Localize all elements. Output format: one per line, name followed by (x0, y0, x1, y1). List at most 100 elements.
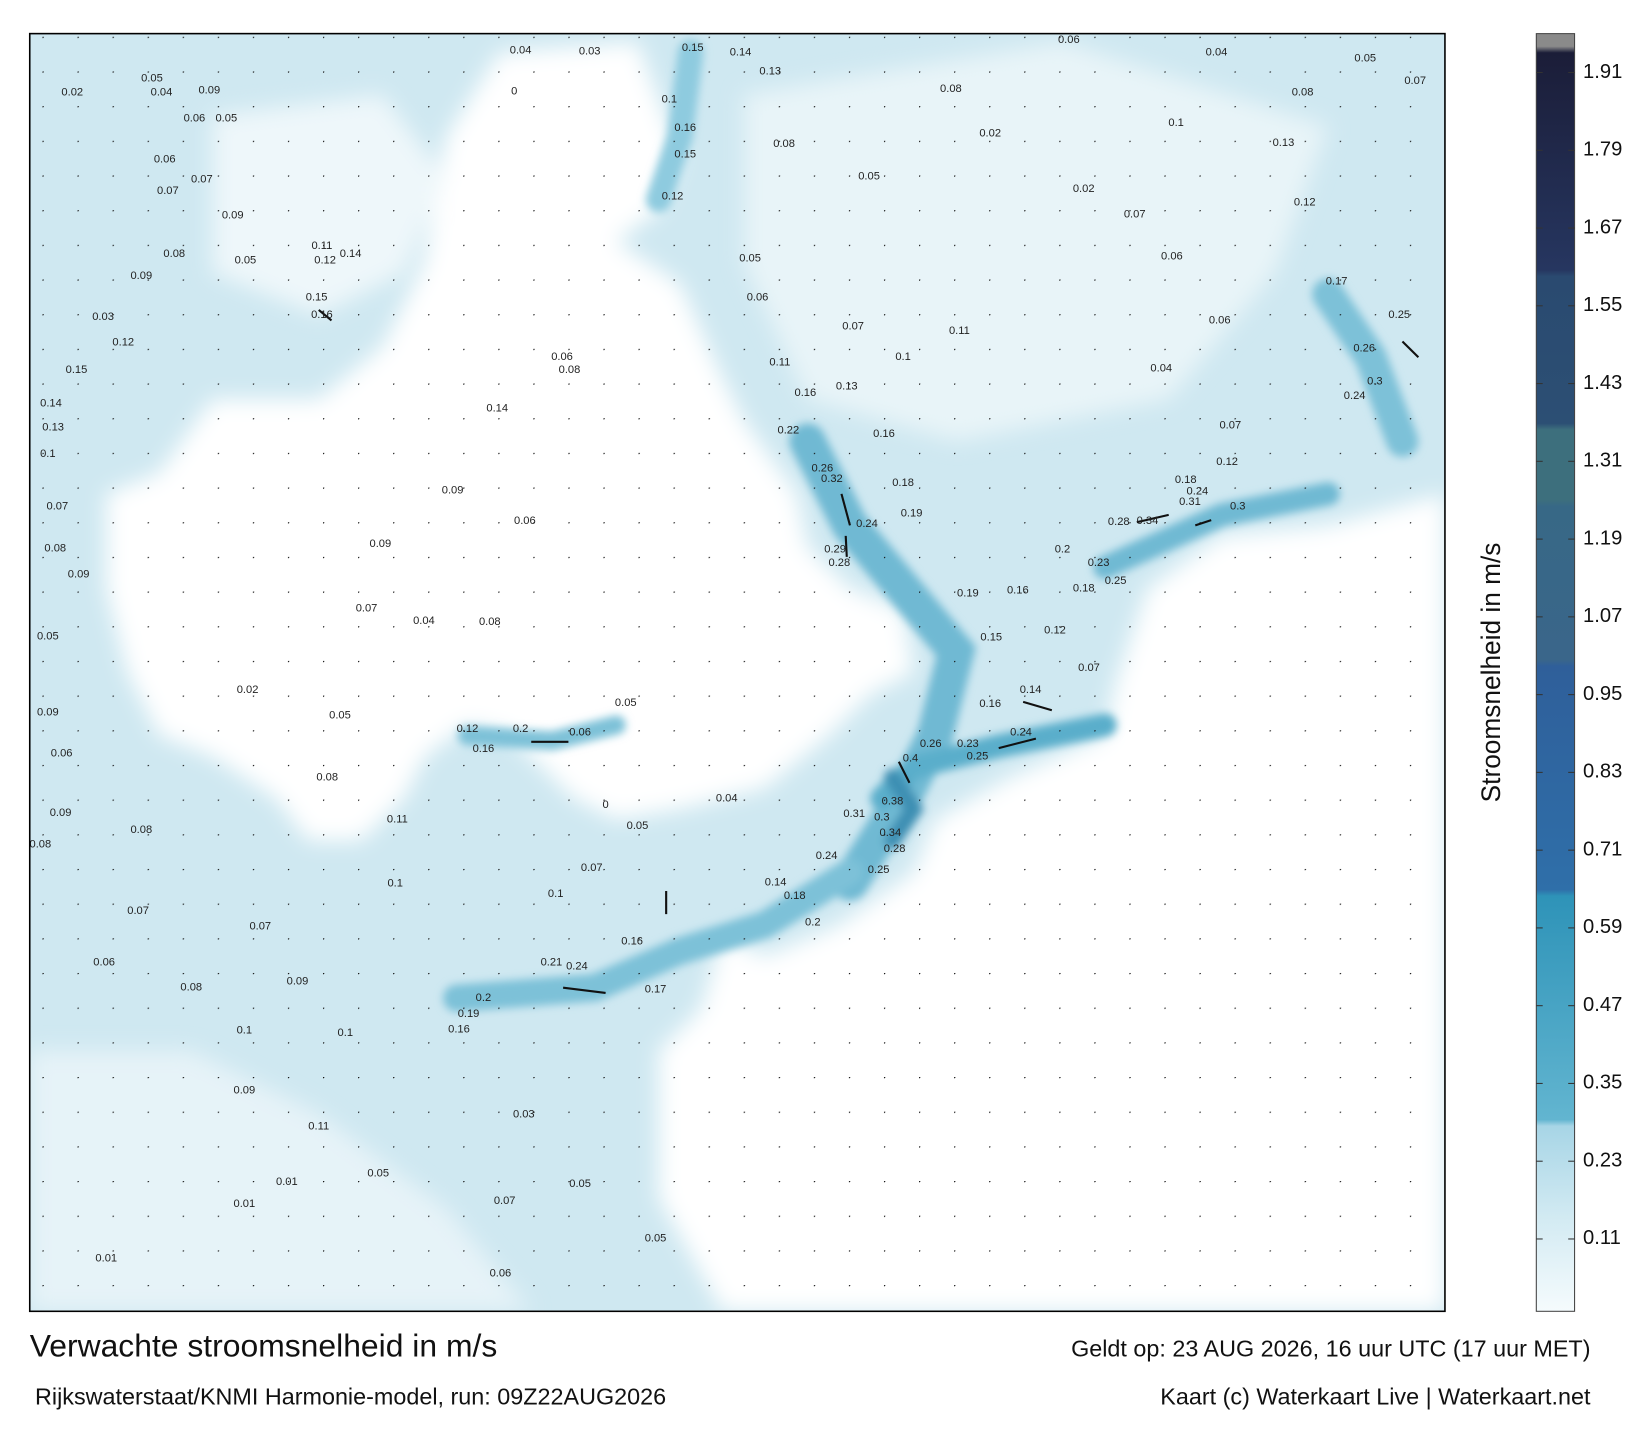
colorbar-tick-label: 0.23 (1583, 1150, 1622, 1172)
colorbar-tick-label: 1.19 (1583, 527, 1622, 549)
current-label: 0.16 (873, 428, 895, 440)
current-label: 0.22 (778, 425, 800, 437)
current-label: 0.13 (1273, 137, 1295, 149)
current-label: 0.38 (882, 796, 904, 808)
current-label: 0.14 (340, 248, 362, 260)
current-label: 0.06 (551, 351, 573, 363)
current-label: 0.06 (1209, 314, 1231, 326)
current-label: 0.16 (795, 387, 817, 399)
current-label: 0.07 (1219, 419, 1241, 431)
current-label: 0.16 (473, 743, 495, 755)
colorbar-tick-label: 0.59 (1583, 916, 1622, 938)
current-label: 0.05 (215, 113, 237, 125)
current-label: 0.05 (858, 170, 880, 182)
current-label: 0.18 (892, 477, 914, 489)
current-label: 0.28 (829, 557, 851, 569)
current-label: 0.08 (180, 982, 202, 994)
current-label: 0.04 (1206, 46, 1228, 58)
current-label: 0.11 (387, 814, 408, 826)
colorbar-tick-label: 0.35 (1583, 1072, 1622, 1094)
current-label: 0.24 (816, 850, 838, 862)
current-label: 0.11 (311, 240, 332, 252)
current-label: 0.18 (1175, 474, 1197, 486)
colorbar-tick-label: 0.71 (1583, 839, 1622, 861)
current-label: 0.15 (980, 632, 1002, 644)
current-label: 0.09 (370, 538, 392, 550)
current-label: 0.06 (51, 747, 73, 759)
current-label: 0.1 (237, 1025, 252, 1037)
current-label: 0.02 (237, 684, 259, 696)
current-label: 0.2 (476, 992, 491, 1004)
current-label: 0.12 (1216, 456, 1238, 468)
title: Verwachte stroomsnelheid in m/s (30, 1328, 498, 1364)
current-label: 0.15 (674, 148, 696, 160)
current-label: 0.26 (812, 463, 834, 475)
current-label: 0.1 (662, 94, 677, 106)
current-label: 0.05 (141, 73, 163, 85)
colorbar-tick-label: 1.79 (1583, 139, 1622, 161)
current-label: 0.1 (1168, 117, 1183, 129)
map-area: 0.02 0.05 0.04 0.09 0.06 0.05 0.06 0.07 0.07 0.09… (29, 33, 1445, 1312)
current-label: 0.07 (1404, 75, 1426, 87)
current-label: 0.21 (541, 956, 563, 968)
current-label: 0.07 (127, 905, 149, 917)
colorbar-tick-label: 1.55 (1583, 294, 1622, 316)
current-label: 0.08 (1292, 86, 1314, 98)
current-label: 0.13 (759, 65, 781, 77)
current-label: 0.07 (842, 321, 864, 333)
colorbar-tick-label: 0.95 (1583, 683, 1622, 705)
current-label: 0.4 (903, 753, 918, 765)
current-label: 0.16 (1007, 584, 1029, 596)
current-label: 0.06 (490, 1267, 512, 1279)
current-label: 0.09 (50, 807, 72, 819)
current-label: 0.26 (920, 738, 942, 750)
current-label: 0.34 (1137, 515, 1159, 527)
colorbar-ticks: 0.11 0.23 0.35 0.47 0.59 0.71 0.83 0.95 1.07 1.19… (1536, 61, 1622, 1249)
current-label: 0.01 (234, 1198, 256, 1210)
current-label: 0.14 (765, 877, 787, 889)
current-label: 0.05 (329, 709, 351, 721)
colorbar-tick-label: 1.91 (1583, 61, 1622, 83)
current-label: 0.24 (1344, 390, 1366, 402)
map-frame (28, 32, 1446, 1313)
current-label: 0.19 (957, 588, 979, 600)
current-label: 0.05 (627, 820, 649, 832)
current-label: 0.25 (868, 864, 890, 876)
current-label: 0.14 (730, 46, 752, 58)
current-label: 0.05 (615, 697, 637, 709)
current-label: 0.07 (1124, 208, 1146, 220)
current-label: 0.1 (338, 1027, 353, 1039)
current-label: 0.12 (112, 336, 134, 348)
current-label: 0.06 (1161, 250, 1183, 262)
valid-time: Geldt op: 23 AUG 2026, 16 uur UTC (17 uu… (1071, 1335, 1590, 1361)
current-label: 0.06 (184, 113, 206, 125)
current-label: 0.08 (130, 824, 152, 836)
current-label: 0.16 (311, 309, 333, 321)
colorbar-tick-label: 1.31 (1583, 450, 1622, 472)
current-label: 0.05 (1354, 53, 1376, 65)
current-label: 0.23 (1088, 557, 1110, 569)
colorbar-tick-label: 1.67 (1583, 216, 1622, 238)
current-label: 0.25 (1105, 575, 1127, 587)
current-label: 0.14 (40, 397, 62, 409)
current-label: 0.07 (249, 921, 271, 933)
current-label: 0.2 (805, 916, 820, 928)
current-label: 0.31 (1179, 496, 1201, 508)
colorbar-label: Stroomsnelheid in m/s (1476, 543, 1506, 803)
current-label: 0.15 (66, 364, 88, 376)
current-label: 0.07 (47, 500, 69, 512)
current-label: 0.28 (884, 843, 906, 855)
current-label: 0.24 (1010, 726, 1032, 738)
current-label: 0.17 (1326, 276, 1348, 288)
current-label: 0.06 (747, 291, 769, 303)
current-label: 0.12 (457, 723, 479, 735)
current-label: 0.08 (44, 542, 66, 554)
current-label: 0.1 (895, 351, 910, 363)
current-label: 0.16 (674, 122, 696, 134)
current-label: 0.04 (1150, 363, 1172, 375)
current-label: 0.04 (510, 44, 532, 56)
current-label: 0.18 (1073, 582, 1095, 594)
current-label: 0.3 (874, 811, 889, 823)
current-label: 0.05 (645, 1233, 667, 1245)
